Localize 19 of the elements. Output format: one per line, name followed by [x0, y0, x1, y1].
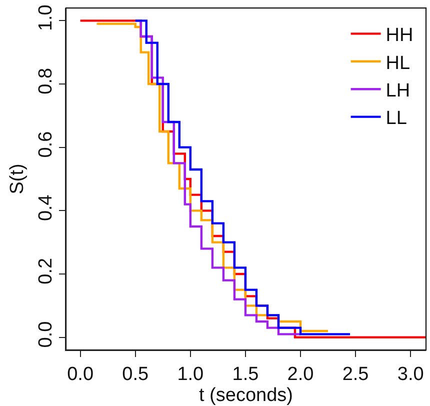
- legend-label: LH: [386, 80, 410, 102]
- x-tick-label: 0.0: [67, 364, 94, 385]
- x-tick-label: 2.0: [287, 364, 314, 385]
- y-tick-label: 0.8: [35, 68, 56, 94]
- y-axis-title: S(t): [7, 164, 28, 194]
- y-tick-label: 0.0: [35, 321, 56, 348]
- legend-label: HL: [386, 52, 410, 74]
- x-tick-label: 1.0: [177, 364, 204, 385]
- legend-label: LL: [386, 108, 407, 130]
- legend-label: HH: [386, 25, 414, 46]
- y-tick-label: 0.2: [35, 258, 56, 284]
- x-axis-title: t (seconds): [199, 385, 293, 406]
- y-tick-label: 0.4: [35, 194, 56, 222]
- y-tick-label: 1.0: [35, 4, 56, 32]
- x-tick-label: 2.5: [342, 364, 369, 385]
- x-tick-label: 3.0: [397, 364, 424, 385]
- y-tick-label: 0.6: [35, 131, 56, 158]
- x-tick-label: 1.5: [232, 364, 259, 385]
- x-tick-label: 0.5: [122, 364, 149, 385]
